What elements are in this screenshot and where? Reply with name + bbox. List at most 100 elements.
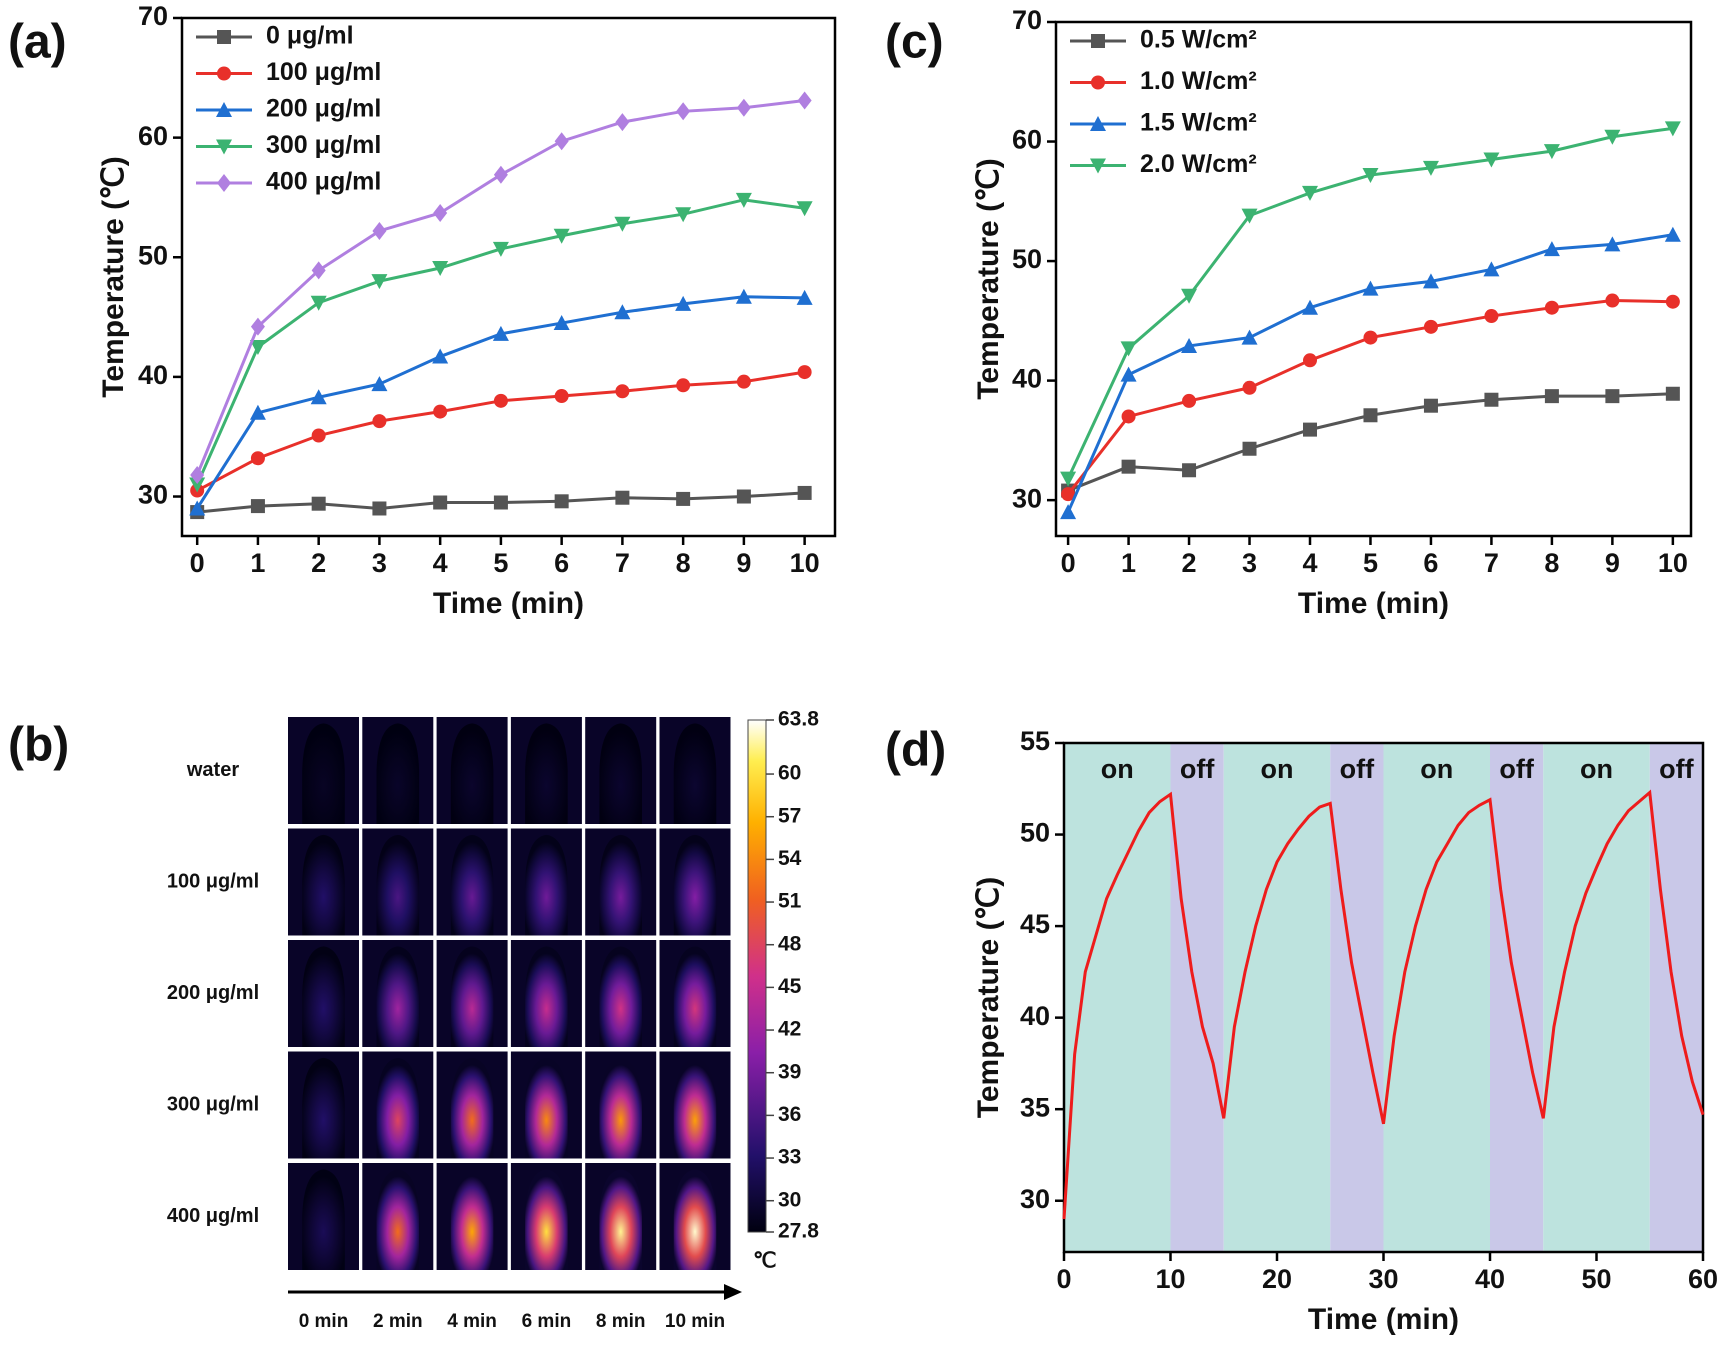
x-tick-label: 20 [1262,1264,1292,1294]
marker [493,495,508,510]
thermal-cell [302,1057,345,1159]
thermal-cell [302,834,345,936]
colorbar-tick-label: 42 [778,1018,801,1041]
marker [1121,459,1136,474]
y-tick-label: 35 [1020,1092,1050,1122]
marker [1363,408,1378,423]
marker [797,485,812,500]
marker [433,495,448,510]
colorbar-tick-label: 51 [778,890,802,913]
x-tick-label: 40 [1475,1264,1505,1294]
marker [492,325,509,341]
thermal-cell [599,834,642,936]
marker [554,494,569,509]
y-tick-label: 50 [1012,244,1042,274]
marker [553,315,570,331]
colorbar-tick-label: 39 [778,1060,801,1083]
x-tick-label: 9 [1605,548,1620,578]
marker [1241,208,1258,224]
x-tick-label: 7 [1484,548,1499,578]
thermal-cell [599,946,642,1047]
plot-frame [180,16,837,538]
colorbar-tick-label: 45 [778,975,802,998]
marker [1120,366,1137,382]
colorbar-tick-label: 36 [778,1103,801,1126]
thermal-cell [302,723,345,824]
marker [371,274,388,290]
thermal-cell [376,946,420,1047]
marker [250,499,265,514]
marker [493,393,508,408]
marker [216,102,232,117]
marker [189,477,206,493]
x-tick-label: 0 [1061,548,1076,578]
region-label: on [1101,754,1134,784]
x-tick-label: 0 [1056,1264,1071,1294]
region-label: on [1261,754,1294,784]
row-label: 200 μg/ml [167,982,259,1004]
marker [1604,129,1621,145]
thermal-cell [302,946,345,1047]
x-axis-title: Time (min) [433,587,584,620]
y-tick-label: 50 [138,240,168,270]
marker [735,288,752,304]
marker [1544,300,1559,315]
y-tick-label: 40 [1020,1001,1050,1031]
marker [1303,422,1317,437]
thermal-cell [673,1169,717,1270]
legend-label: 2.0 W/cm² [1140,150,1257,178]
x-axis-title: Time (min) [1298,587,1449,620]
marker [1090,158,1106,174]
marker [1362,280,1379,296]
x-tick-label: 30 [1368,1264,1398,1294]
colorbar-tick-label: 54 [778,847,802,870]
x-tick-label: 60 [1688,1264,1718,1294]
x-tick-label: 4 [433,548,448,578]
marker [372,221,387,240]
region-label: off [1180,754,1215,784]
marker [1543,241,1560,257]
marker [189,500,206,516]
x-tick-label: 7 [615,548,630,578]
marker [1484,392,1499,407]
colorbar-tick-label: 60 [778,762,801,785]
colorbar-tick-label: 30 [778,1188,801,1211]
thermal-cell [450,723,494,824]
row-label: 100 μg/ml [167,870,259,892]
thermal-cell [450,946,494,1047]
marker [553,228,570,244]
y-tick-label: 50 [1020,818,1050,848]
thermal-cell [525,1057,568,1159]
x-tick-label: 9 [736,548,751,578]
panel-label: (b) [8,719,69,772]
marker [310,389,327,405]
x-tick-label: 3 [372,548,387,578]
marker [736,98,751,117]
marker [1303,353,1317,368]
marker [1181,288,1198,304]
x-tick-label: 2 [311,548,326,578]
legend-label: 1.5 W/cm² [1140,109,1257,137]
thermal-cell [599,723,642,824]
marker [1484,309,1499,324]
x-axis-title: Time (min) [1308,1303,1459,1336]
marker [492,241,509,257]
y-tick-label: 45 [1020,909,1050,939]
column-label: 2 min [373,1311,423,1332]
thermal-cell [673,834,717,936]
marker [311,428,326,443]
time-arrow-head [724,1284,742,1300]
marker [1422,160,1439,176]
marker [1604,236,1621,252]
marker [432,261,449,277]
marker [676,102,691,121]
marker [797,365,812,380]
marker [615,384,630,399]
y-tick-label: 60 [1012,125,1042,155]
x-tick-label: 5 [493,548,508,578]
marker [1665,386,1680,401]
column-label: 8 min [596,1311,646,1332]
row-label: 400 μg/ml [167,1205,259,1227]
marker [1241,329,1258,345]
